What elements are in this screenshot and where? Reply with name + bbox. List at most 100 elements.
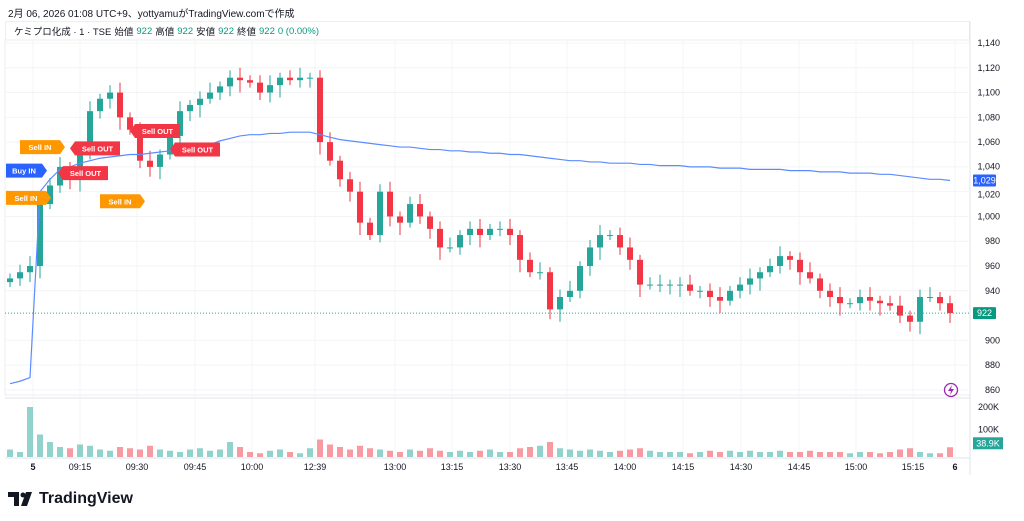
- signal-text: Sell OUT: [70, 169, 102, 178]
- volume-bar: [227, 442, 233, 457]
- signal-text: Sell OUT: [142, 127, 174, 136]
- volume-bar: [347, 449, 353, 457]
- signal-label-buy: Buy IN: [6, 163, 47, 178]
- candle-body: [257, 82, 263, 93]
- signal-label-sell-out: Sell OUT: [58, 166, 108, 181]
- candle-body: [207, 92, 213, 99]
- volume-bar: [677, 452, 683, 457]
- candle-body: [437, 228, 443, 248]
- candle: [947, 295, 953, 324]
- candle: [507, 218, 513, 245]
- candle: [447, 237, 453, 253]
- volume-bar: [337, 447, 343, 457]
- volume-bar: [847, 453, 853, 457]
- candle-body: [517, 235, 523, 260]
- volume-bar: [177, 452, 183, 457]
- volume-bar: [667, 452, 673, 457]
- candle: [157, 149, 163, 180]
- time-tick-label: 15:00: [845, 462, 868, 472]
- candle: [467, 221, 473, 245]
- time-tick-label: 09:30: [126, 462, 149, 472]
- candle: [297, 67, 303, 88]
- time-tick-label: 14:45: [788, 462, 811, 472]
- candle: [937, 292, 943, 311]
- candle-body: [247, 80, 253, 83]
- candle: [477, 218, 483, 248]
- volume-bar: [377, 449, 383, 457]
- candle: [277, 72, 283, 98]
- time-tick-label: 14:30: [730, 462, 753, 472]
- volume-bar: [217, 449, 223, 457]
- candle-body: [17, 272, 23, 279]
- candle: [687, 274, 693, 296]
- candle-body: [787, 256, 793, 260]
- volume-bar: [817, 452, 823, 457]
- open-label: 始値: [114, 27, 134, 38]
- volume-bar: [137, 449, 143, 457]
- candle-body: [807, 272, 813, 279]
- candle-body: [627, 247, 633, 260]
- candle-body: [587, 247, 593, 267]
- candle-body: [617, 235, 623, 248]
- volume-bar: [867, 452, 873, 457]
- candle-body: [717, 296, 723, 301]
- volume-bar: [237, 447, 243, 457]
- volume-bar: [457, 450, 463, 457]
- candle-body: [107, 92, 113, 99]
- candle: [717, 287, 723, 314]
- volume-bar: [417, 450, 423, 457]
- candle-body: [597, 235, 603, 248]
- signal-label-sell-out: Sell OUT: [70, 141, 120, 156]
- candle-body: [607, 235, 613, 237]
- volume-tag-bg: [973, 437, 1003, 450]
- candle: [927, 287, 933, 302]
- volume-tick-label: 200K: [978, 402, 999, 412]
- signal-text: Buy IN: [12, 167, 36, 176]
- volume-bar: [597, 450, 603, 457]
- candle: [97, 93, 103, 119]
- signal-flag: [70, 141, 120, 156]
- candle: [117, 82, 123, 130]
- candle-body: [577, 266, 583, 291]
- volume-bar: [557, 448, 563, 457]
- volume-bar: [647, 450, 653, 457]
- candle: [377, 184, 383, 243]
- candle: [497, 221, 503, 237]
- volume-bar: [107, 450, 113, 457]
- symbol-name[interactable]: ケミプロ化成 · 1 · TSE: [14, 27, 112, 38]
- price-tick-label: 1,020: [977, 190, 1000, 200]
- candle-body: [747, 278, 753, 285]
- volume-bar: [757, 452, 763, 457]
- candle: [587, 240, 593, 276]
- candle-body: [767, 266, 773, 273]
- volume-bar: [517, 448, 523, 457]
- volume-bar: [787, 452, 793, 457]
- lightning-icon: [943, 382, 959, 398]
- candle-body: [187, 104, 193, 112]
- volume-bar: [297, 453, 303, 457]
- candle: [407, 196, 413, 228]
- candle: [627, 237, 633, 270]
- candle: [907, 310, 913, 332]
- candle: [417, 194, 423, 224]
- candle-body: [177, 111, 183, 136]
- candle: [767, 258, 773, 278]
- candle-body: [397, 216, 403, 223]
- candle-body: [307, 77, 313, 79]
- candle-body: [357, 191, 363, 223]
- candle-body: [567, 290, 573, 297]
- price-tick-label: 880: [985, 360, 1000, 370]
- volume-bar: [707, 450, 713, 457]
- candle: [287, 70, 293, 86]
- low-value: 922: [218, 25, 234, 37]
- candle-body: [57, 166, 63, 186]
- volume-tick-label: 100K: [978, 424, 999, 434]
- candle: [537, 262, 543, 280]
- volume-bar: [187, 449, 193, 457]
- tradingview-logo[interactable]: TradingView: [8, 490, 133, 508]
- candle: [187, 99, 193, 122]
- volume-bar: [857, 452, 863, 457]
- signal-label-sell-in: Sell IN: [100, 194, 145, 209]
- candle-body: [367, 222, 373, 236]
